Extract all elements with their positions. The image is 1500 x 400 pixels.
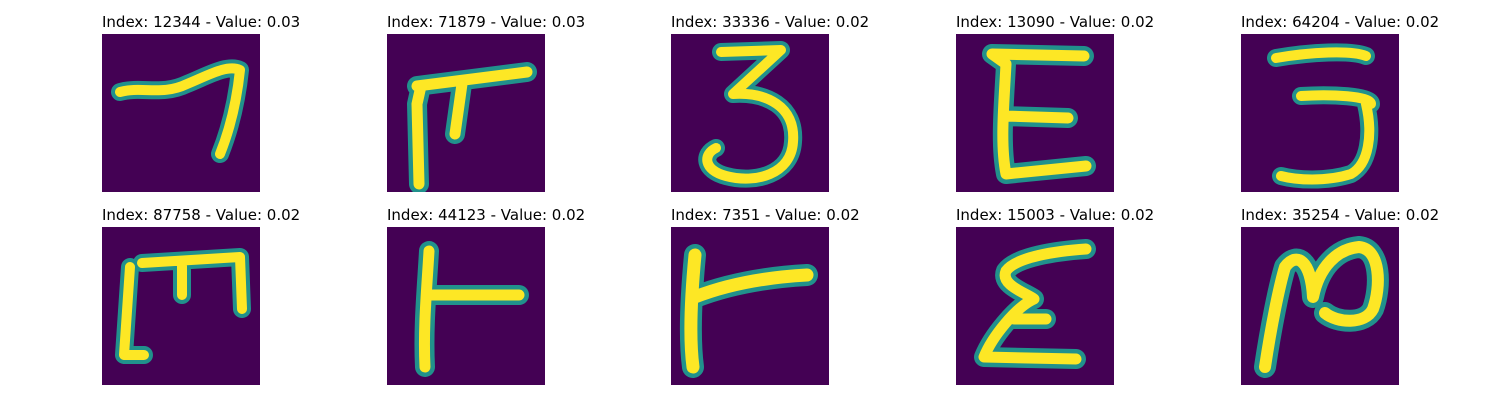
panel-title: Index: 12344 - Value: 0.03: [102, 13, 301, 31]
panel-title: Index: 44123 - Value: 0.02: [387, 206, 586, 224]
glyph-image: [387, 34, 545, 192]
glyph-image: [956, 34, 1114, 192]
glyph-image: [102, 34, 260, 192]
glyph-image: [671, 34, 829, 192]
glyph-image: [102, 227, 260, 385]
glyph-image: [1241, 227, 1399, 385]
panel-title: Index: 64204 - Value: 0.02: [1241, 13, 1440, 31]
panel-title: Index: 35254 - Value: 0.02: [1241, 206, 1440, 224]
glyph-image: [387, 227, 545, 385]
panel-title: Index: 13090 - Value: 0.02: [956, 13, 1155, 31]
panel-title: Index: 15003 - Value: 0.02: [956, 206, 1155, 224]
glyph-image: [671, 227, 829, 385]
panel-title: Index: 71879 - Value: 0.03: [387, 13, 586, 31]
panel-title: Index: 87758 - Value: 0.02: [102, 206, 301, 224]
glyph-image: [956, 227, 1114, 385]
panel-title: Index: 33336 - Value: 0.02: [671, 13, 870, 31]
panel-title: Index: 7351 - Value: 0.02: [671, 206, 860, 224]
glyph-image: [1241, 34, 1399, 192]
